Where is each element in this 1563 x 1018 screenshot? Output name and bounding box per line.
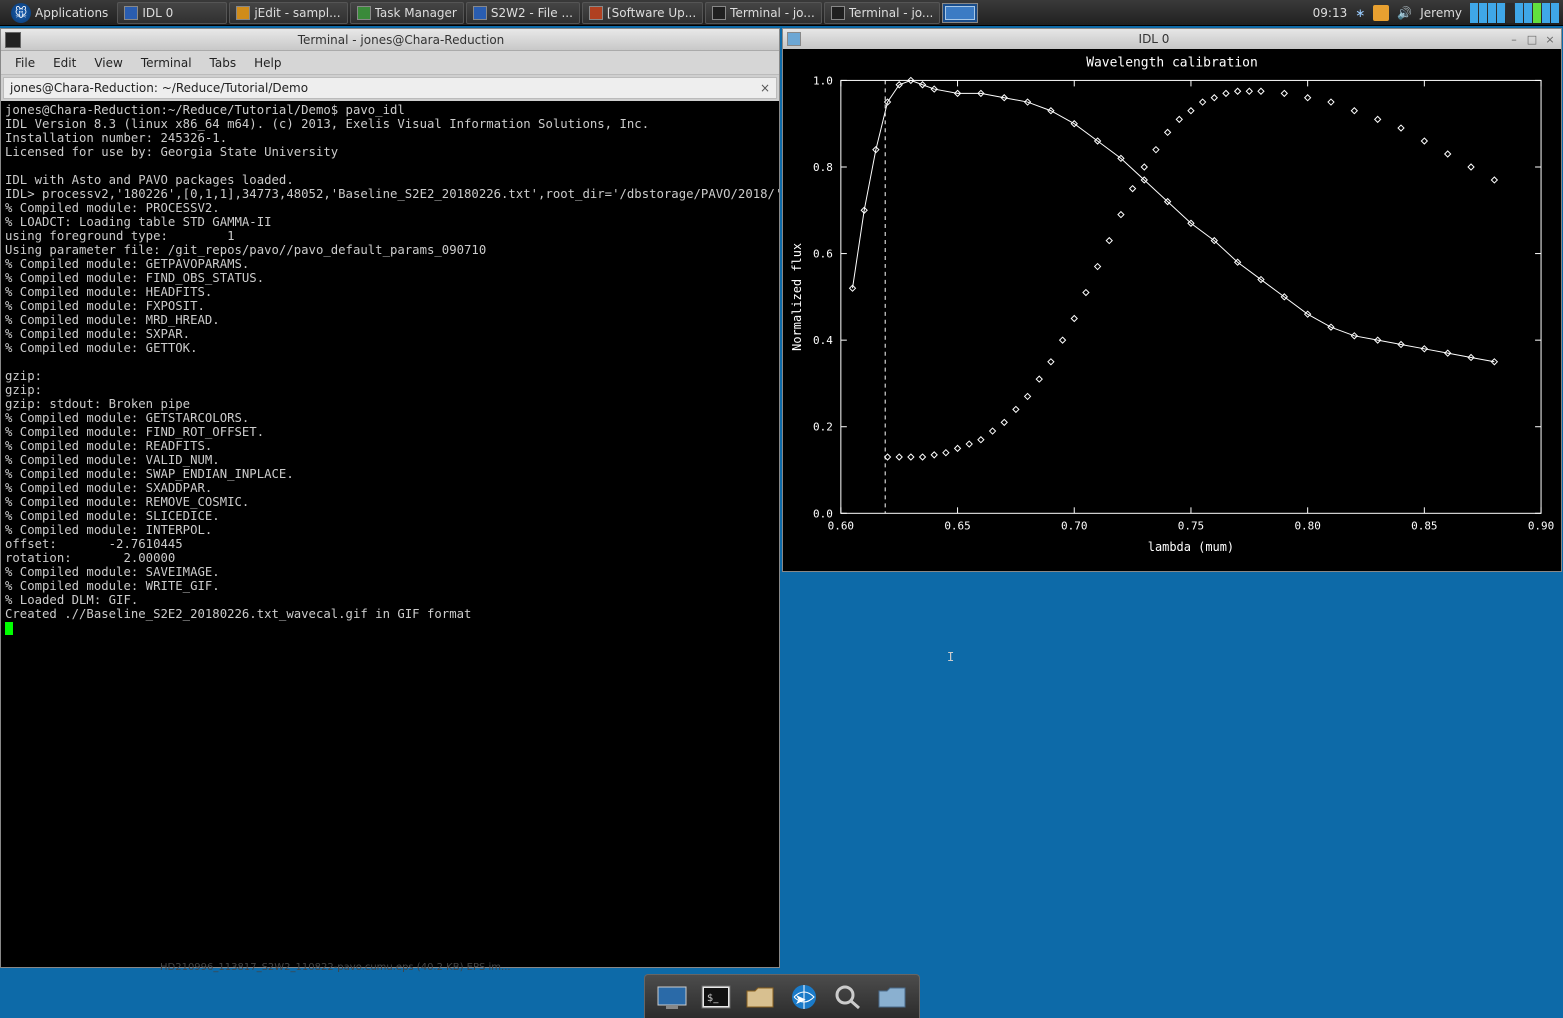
bluetooth-icon[interactable]: ∗	[1355, 6, 1365, 20]
applications-label: Applications	[35, 6, 108, 20]
svg-text:0.75: 0.75	[1178, 520, 1204, 533]
svg-text:0.65: 0.65	[944, 520, 970, 533]
dock-desktop-icon[interactable]	[653, 979, 691, 1015]
indicator-8	[1542, 3, 1550, 23]
svg-text:0.80: 0.80	[1294, 520, 1320, 533]
terminal-cursor	[5, 622, 13, 635]
taskbar-idl0[interactable]: IDL 0	[117, 2, 227, 24]
workspace-switcher[interactable]	[942, 3, 978, 23]
terminal-tab[interactable]: jones@Chara-Reduction: ~/Reduce/Tutorial…	[3, 77, 777, 99]
indicator-3	[1497, 3, 1505, 23]
idl0-icon	[124, 6, 138, 20]
svg-text:$_: $_	[707, 993, 719, 1004]
menu-terminal[interactable]: Terminal	[133, 54, 200, 72]
dock-terminal-icon[interactable]: $_	[697, 979, 735, 1015]
panel-right: 09:13 ∗ 🔊 Jeremy	[1313, 3, 1559, 23]
s2w2-label: S2W2 - File ...	[491, 6, 573, 20]
jedit-icon	[236, 6, 250, 20]
dock-search-icon[interactable]	[829, 979, 867, 1015]
menu-view[interactable]: View	[86, 54, 130, 72]
terminal-titlebar-icon	[5, 32, 21, 48]
applications-menu[interactable]: 🐭 Applications	[4, 2, 115, 24]
taskbar-jedit[interactable]: jEdit - sampl...	[229, 2, 347, 24]
menu-help[interactable]: Help	[246, 54, 289, 72]
svg-text:0.4: 0.4	[813, 334, 833, 347]
clock[interactable]: 09:13	[1313, 6, 1348, 20]
indicator-9	[1551, 3, 1559, 23]
behind-text: HD210996_113817_S2W2_110822-pavo.cumu.ep…	[160, 962, 511, 973]
term1-icon	[712, 6, 726, 20]
terminal-title: Terminal - jones@Chara-Reduction	[27, 33, 775, 47]
dock-browser-icon[interactable]: ➤	[785, 979, 823, 1015]
svg-text:0.70: 0.70	[1061, 520, 1087, 533]
idl-titlebar[interactable]: IDL 0 – □ ×	[783, 29, 1561, 49]
idl0-label: IDL 0	[142, 6, 173, 20]
svg-text:0.6: 0.6	[813, 248, 833, 261]
behind-bar: HD210996_113817_S2W2_110822-pavo.cumu.ep…	[0, 960, 1563, 974]
user-label[interactable]: Jeremy	[1420, 6, 1462, 20]
term2-icon	[831, 6, 845, 20]
swupd-icon	[589, 6, 603, 20]
terminal-tab-label: jones@Chara-Reduction: ~/Reduce/Tutorial…	[10, 81, 308, 95]
term1-label: Terminal - jo...	[730, 6, 815, 20]
svg-text:1.0: 1.0	[813, 75, 833, 88]
svg-text:0.8: 0.8	[813, 161, 833, 174]
taskbar-term1[interactable]: Terminal - jo...	[705, 2, 822, 24]
indicator-7	[1533, 3, 1541, 23]
close-button[interactable]: ×	[1543, 32, 1557, 46]
menu-tabs[interactable]: Tabs	[202, 54, 245, 72]
swupd-label: [Software Up...	[607, 6, 696, 20]
panel-left: 🐭 Applications IDL 0 jEdit - sampl... Task…	[4, 2, 978, 24]
plot-area: Wavelength calibration 0.60 0.65 0.70 0.75 0.…	[783, 49, 1561, 571]
svg-text:lambda (mum): lambda (mum)	[1148, 541, 1234, 555]
plot-svg: Wavelength calibration 0.60 0.65 0.70 0.75 0.…	[783, 49, 1561, 571]
s2w2-icon	[473, 6, 487, 20]
svg-text:Wavelength calibration: Wavelength calibration	[1086, 56, 1258, 71]
terminal-window[interactable]: Terminal - jones@Chara-Reduction FileEdi…	[0, 28, 780, 968]
term2-label: Terminal - jo...	[849, 6, 934, 20]
taskmgr-icon	[357, 6, 371, 20]
sys-indicators	[1470, 3, 1559, 23]
taskbar-taskmgr[interactable]: Task Manager	[350, 2, 464, 24]
minimize-button[interactable]: –	[1507, 32, 1521, 46]
taskbar-s2w2[interactable]: S2W2 - File ...	[466, 2, 580, 24]
dock-filemanager-icon[interactable]	[741, 979, 779, 1015]
maximize-button[interactable]: □	[1525, 32, 1539, 46]
window-buttons: – □ ×	[1507, 32, 1557, 46]
indicator-1	[1479, 3, 1487, 23]
indicator-5	[1515, 3, 1523, 23]
menu-file[interactable]: File	[7, 54, 43, 72]
tab-close-icon[interactable]: ×	[760, 81, 770, 95]
volume-icon[interactable]: 🔊	[1397, 6, 1412, 20]
taskmgr-label: Task Manager	[375, 6, 457, 20]
text-cursor-icon: I	[947, 650, 954, 664]
taskbar-term2[interactable]: Terminal - jo...	[824, 2, 941, 24]
terminal-titlebar[interactable]: Terminal - jones@Chara-Reduction	[1, 29, 779, 51]
svg-text:0.0: 0.0	[813, 508, 833, 521]
terminal-menubar: FileEditViewTerminalTabsHelp	[1, 51, 779, 75]
svg-text:0.85: 0.85	[1411, 520, 1437, 533]
top-panel: 🐭 Applications IDL 0 jEdit - sampl... Task…	[0, 0, 1563, 26]
indicator-2	[1488, 3, 1496, 23]
idl-plot-window[interactable]: IDL 0 – □ × Wavelength calibration0.600.…	[782, 28, 1562, 572]
indicator-0	[1470, 3, 1478, 23]
xfce-logo-icon: 🐭	[11, 3, 31, 23]
svg-text:Normalized flux: Normalized flux	[790, 243, 804, 351]
idl-title: IDL 0	[801, 32, 1507, 46]
indicator-6	[1524, 3, 1532, 23]
task-buttons: IDL 0 jEdit - sampl... Task Manager S2W2 - …	[117, 2, 940, 24]
svg-text:0.90: 0.90	[1528, 520, 1554, 533]
user-icon[interactable]	[1373, 5, 1389, 21]
indicator-4	[1506, 3, 1514, 23]
menu-edit[interactable]: Edit	[45, 54, 84, 72]
svg-text:0.60: 0.60	[828, 520, 854, 533]
taskbar-swupd[interactable]: [Software Up...	[582, 2, 703, 24]
workspace-1[interactable]	[945, 6, 975, 20]
terminal-body[interactable]: jones@Chara-Reduction:~/Reduce/Tutorial/…	[1, 101, 779, 967]
idl-window-icon	[787, 32, 801, 46]
svg-text:0.2: 0.2	[813, 421, 833, 434]
bottom-dock: $_ ➤	[644, 974, 920, 1018]
dock-folder-icon[interactable]	[873, 979, 911, 1015]
jedit-label: jEdit - sampl...	[254, 6, 340, 20]
